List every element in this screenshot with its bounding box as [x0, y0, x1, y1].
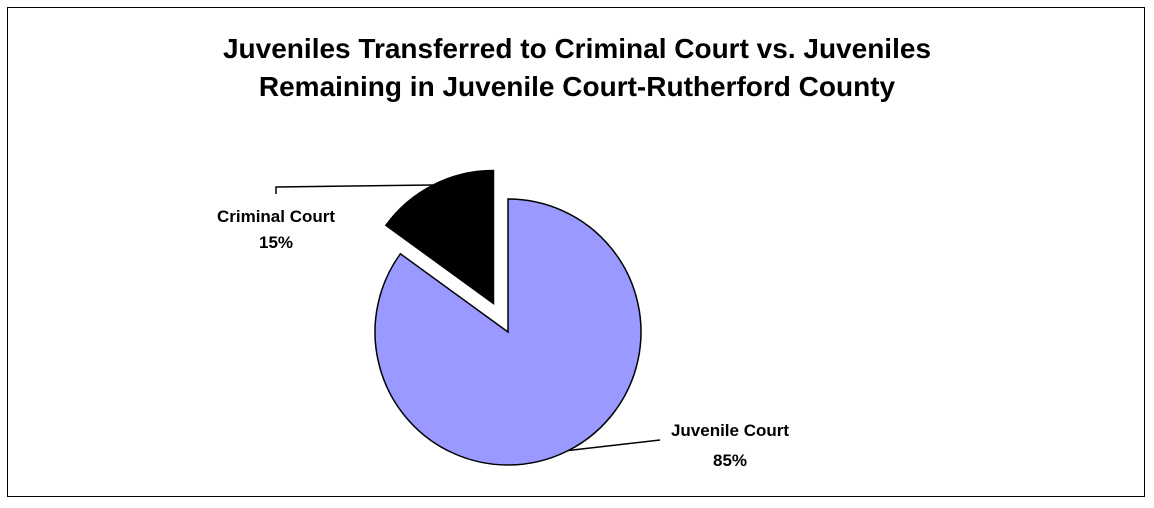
chart-title-line-2: Remaining in Juvenile Court-Rutherford C… — [258, 71, 896, 102]
leader-line-juvenile-court — [568, 439, 661, 452]
slice-label-juvenile-court: Juvenile Court — [671, 421, 789, 440]
chart-title: Juveniles Transferred to Criminal Court … — [0, 30, 1154, 106]
pie-slices — [374, 169, 642, 466]
slice-value-criminal-court: 15% — [259, 233, 293, 252]
leader-lines — [275, 184, 661, 452]
slice-value-juvenile-court: 85% — [713, 451, 747, 470]
slice-label-criminal-court: Criminal Court — [217, 207, 335, 226]
chart-title-line-1: Juveniles Transferred to Criminal Court … — [222, 33, 932, 64]
leader-line-criminal-court — [275, 184, 434, 194]
